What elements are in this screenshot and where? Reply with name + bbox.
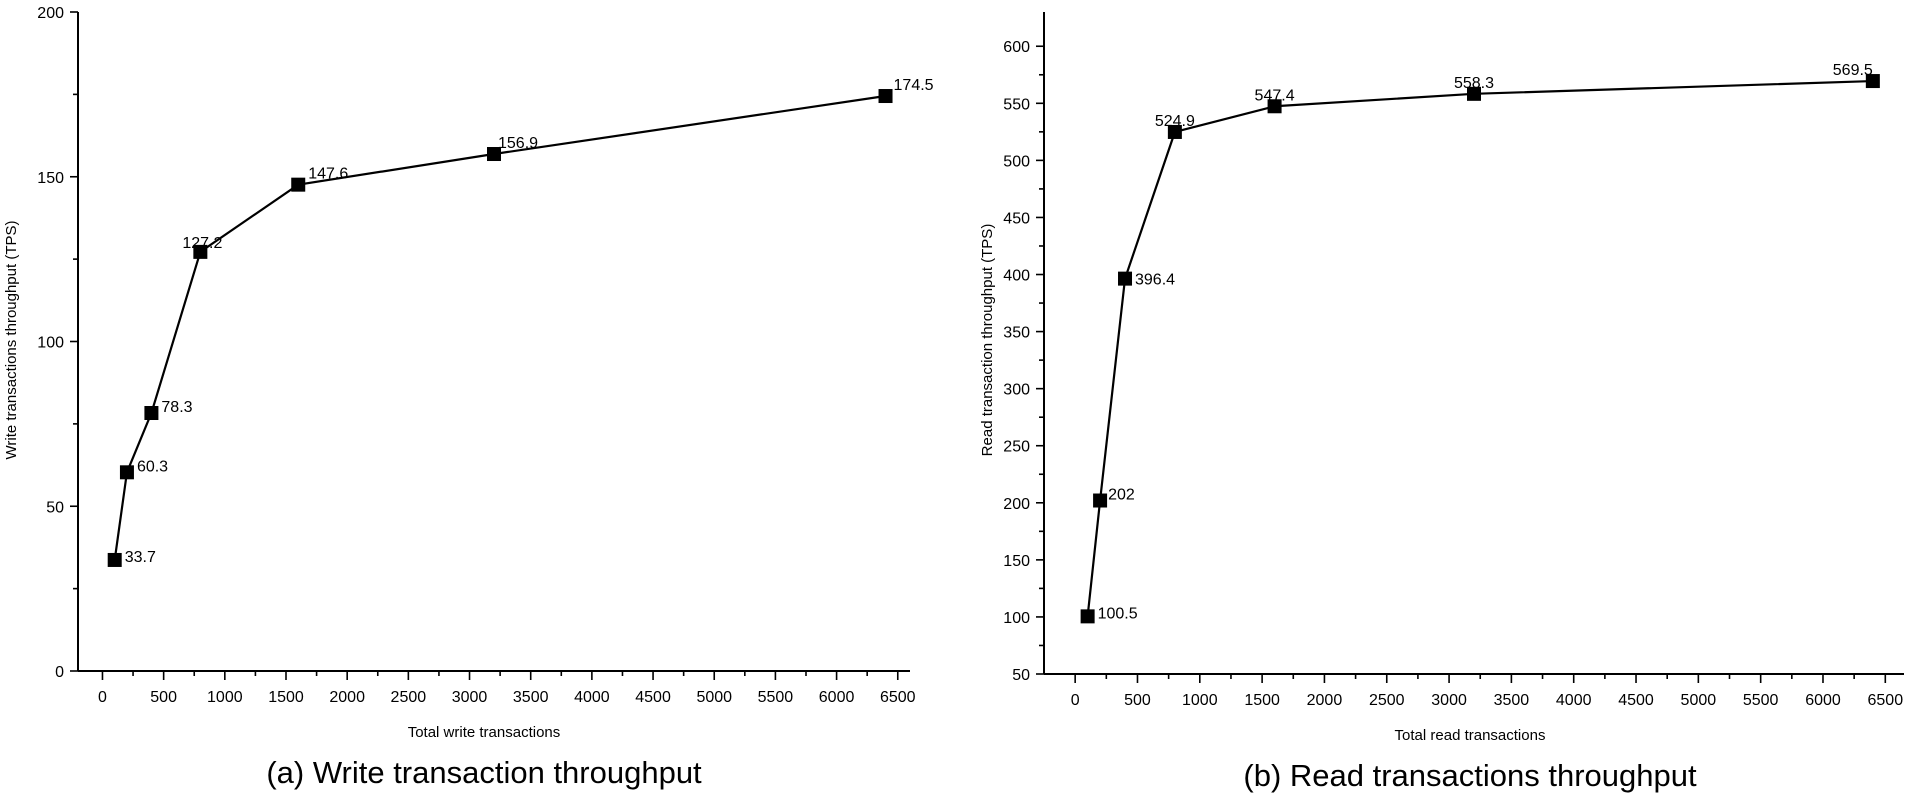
x-tick-label: 1500 — [1244, 692, 1280, 709]
data-label: 202 — [1108, 487, 1135, 504]
y-tick-label: 200 — [1003, 496, 1030, 513]
data-point-marker — [1093, 493, 1108, 508]
chart-caption: (a) Write transaction throughput — [266, 755, 702, 790]
data-label: 524.9 — [1155, 113, 1195, 130]
data-label: 147.6 — [308, 166, 348, 183]
x-axis-title: Total read transactions — [1395, 727, 1546, 744]
x-ticks: 0 500 1000 1500 2000 2500 3000 3500 4000 4500 5000… — [1071, 674, 1903, 709]
y-tick-label: 150 — [37, 170, 64, 187]
series: 100.5 202 396.4 524.9 547.4 558.3 569.5 — [1080, 62, 1880, 624]
y-tick-label: 500 — [1003, 153, 1030, 170]
x-tick-label: 2000 — [329, 689, 365, 706]
y-tick-label: 150 — [1003, 553, 1030, 570]
data-point-marker — [1267, 99, 1282, 114]
x-tick-label: 0 — [1071, 692, 1080, 709]
y-tick-label: 600 — [1003, 39, 1030, 56]
data-point-marker — [878, 89, 893, 104]
x-tick-label: 500 — [1124, 692, 1151, 709]
data-label: 396.4 — [1135, 272, 1175, 289]
y-tick-label: 200 — [37, 5, 64, 22]
series: 33.7 60.3 78.3 127.2 147.6 156.9 174.5 — [107, 77, 934, 567]
data-label: 60.3 — [137, 458, 168, 475]
x-tick-label: 1000 — [1182, 692, 1218, 709]
y-tick-label: 250 — [1003, 439, 1030, 456]
x-tick-label: 4000 — [574, 689, 610, 706]
data-label: 558.3 — [1454, 75, 1494, 92]
x-tick-label: 5000 — [696, 689, 732, 706]
x-tick-label: 4000 — [1556, 692, 1592, 709]
y-tick-label: 50 — [46, 499, 64, 516]
data-label: 569.5 — [1833, 62, 1873, 79]
series-line — [1086, 79, 1873, 617]
y-tick-label: 300 — [1003, 382, 1030, 399]
data-label: 33.7 — [125, 549, 156, 566]
y-ticks: 50 100 150 200 250 300 350 400 450 500 550 600 — [1003, 39, 1044, 684]
x-tick-label: 3000 — [1431, 692, 1467, 709]
y-tick-label: 100 — [37, 335, 64, 352]
y-axis-title: Read transaction throughput (TPS) — [979, 224, 996, 457]
y-tick-label: 100 — [1003, 610, 1030, 627]
y-tick-label: 400 — [1003, 268, 1030, 285]
x-tick-label: 6000 — [819, 689, 855, 706]
y-tick-label: 450 — [1003, 210, 1030, 227]
y-tick-label: 50 — [1012, 667, 1030, 684]
data-label: 78.3 — [161, 399, 192, 416]
x-tick-label: 3500 — [513, 689, 549, 706]
series-line — [113, 94, 886, 561]
x-ticks: 0 500 1000 1500 2000 2500 3000 3500 4000 4500 5000… — [98, 671, 916, 706]
chart-caption: (b) Read transactions throughput — [1243, 758, 1697, 793]
data-label: 156.9 — [498, 135, 538, 152]
y-tick-label: 0 — [55, 664, 64, 681]
x-tick-label: 5500 — [758, 689, 794, 706]
data-point-marker — [1865, 74, 1880, 89]
chart-write-throughput: 0 500 1000 1500 2000 2500 3000 3500 4000 4500 5000… — [3, 5, 934, 790]
data-label: 547.4 — [1255, 87, 1295, 104]
x-tick-label: 0 — [98, 689, 107, 706]
x-tick-label: 2500 — [391, 689, 427, 706]
x-tick-label: 1000 — [207, 689, 243, 706]
x-tick-label: 3000 — [452, 689, 488, 706]
data-point-marker — [144, 406, 159, 421]
y-tick-label: 550 — [1003, 96, 1030, 113]
x-tick-label: 2000 — [1307, 692, 1343, 709]
data-label: 127.2 — [182, 235, 222, 252]
data-point-marker — [487, 147, 501, 162]
y-tick-label: 350 — [1003, 325, 1030, 342]
data-point-marker — [1080, 609, 1095, 624]
x-tick-label: 500 — [150, 689, 177, 706]
data-point-marker — [1118, 271, 1133, 286]
x-tick-label: 4500 — [1618, 692, 1654, 709]
chart-read-throughput: 0 500 1000 1500 2000 2500 3000 3500 4000 4500 5000… — [979, 12, 1904, 793]
x-tick-label: 2500 — [1369, 692, 1405, 709]
x-tick-label: 6500 — [880, 689, 916, 706]
y-ticks: 0 50 100 150 200 — [37, 5, 78, 681]
x-tick-label: 6500 — [1868, 692, 1904, 709]
data-point-marker — [1467, 86, 1481, 101]
x-tick-label: 5000 — [1681, 692, 1717, 709]
x-tick-label: 1500 — [268, 689, 304, 706]
data-label: 100.5 — [1098, 605, 1138, 622]
data-point-marker — [291, 177, 306, 192]
data-label: 174.5 — [894, 77, 934, 94]
data-point-marker — [119, 465, 134, 480]
data-point-marker — [1167, 124, 1182, 139]
x-axis-title: Total write transactions — [408, 724, 561, 741]
x-tick-label: 5500 — [1743, 692, 1779, 709]
x-tick-label: 3500 — [1494, 692, 1530, 709]
data-point-marker — [107, 552, 122, 567]
x-tick-label: 4500 — [635, 689, 671, 706]
x-tick-label: 6000 — [1805, 692, 1841, 709]
y-axis-title: Write transactions throughput (TPS) — [3, 221, 20, 460]
data-point-marker — [193, 244, 208, 259]
